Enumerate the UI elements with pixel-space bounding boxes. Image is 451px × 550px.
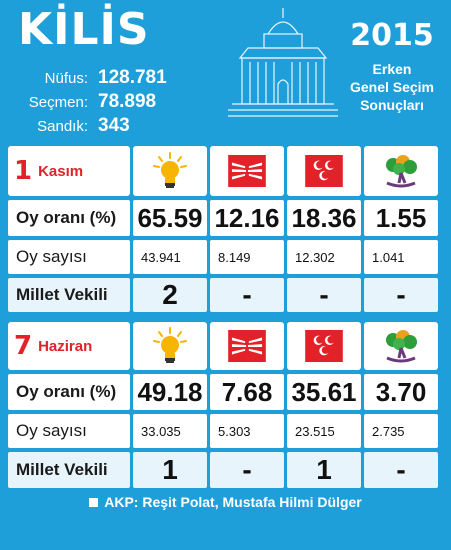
stat-label: Seçmen:	[28, 93, 88, 111]
election-date: 1 Kasım	[8, 146, 130, 196]
mp-chp: -	[210, 278, 284, 312]
party-logo-mhp	[287, 322, 361, 370]
city-title: KİLİS	[18, 4, 150, 55]
vote-share-hdp: 1.55	[364, 200, 438, 236]
vote-count-label: Oy sayısı	[8, 240, 130, 274]
party-logo-row: 1 Kasım	[6, 146, 443, 196]
party-logo-hdp	[364, 322, 438, 370]
vote-count-row: Oy sayısı 43.941 8.149 12.302 1.041	[6, 240, 443, 274]
stat-label: Nüfus:	[44, 69, 88, 87]
mp-row: Millet Vekili 2 - - -	[6, 278, 443, 312]
party-logo-akp	[133, 146, 207, 196]
mp-chp: -	[210, 452, 284, 488]
vote-share-row: Oy oranı (%) 49.18 7.68 35.61 3.70	[6, 374, 443, 410]
vote-share-label: Oy oranı (%)	[8, 200, 130, 236]
vote-share-mhp: 18.36	[287, 200, 361, 236]
vote-count-hdp: 1.041	[364, 240, 438, 274]
chp-six-arrows-icon	[228, 155, 266, 187]
stat-population: Nüfus: 128.781	[10, 66, 210, 90]
mp-row: Millet Vekili 1 - 1 -	[6, 452, 443, 488]
bullet-square-icon	[89, 498, 99, 507]
header: KİLİS Nüfus: 128.781 Seçmen: 78.898 Sand…	[0, 0, 451, 140]
subtitle-line: Genel Seçim	[349, 79, 435, 95]
mhp-three-crescents-icon	[305, 330, 343, 362]
mp-akp: 1	[133, 452, 207, 488]
akp-bulb-icon	[150, 326, 190, 366]
party-logo-row: 7 Haziran	[6, 322, 443, 370]
vote-count-chp: 8.149	[210, 240, 284, 274]
city-stats: Nüfus: 128.781 Seçmen: 78.898 Sandık: 34…	[10, 66, 210, 138]
hdp-tree-icon	[381, 328, 421, 364]
stat-voters: Seçmen: 78.898	[10, 90, 210, 114]
date-month: Haziran	[38, 337, 93, 355]
vote-share-chp: 7.68	[210, 374, 284, 410]
mp-mhp: -	[287, 278, 361, 312]
vote-count-label: Oy sayısı	[8, 414, 130, 448]
vote-share-chp: 12.16	[210, 200, 284, 236]
mp-akp: 2	[133, 278, 207, 312]
vote-share-akp: 65.59	[133, 200, 207, 236]
stat-ballot-boxes: Sandık: 343	[10, 114, 210, 138]
date-day: 7	[14, 331, 33, 361]
subtitle-line: Erken	[372, 61, 412, 77]
stat-label: Sandık:	[37, 117, 88, 135]
election-year: 2015	[350, 18, 434, 53]
footnote-text: AKP: Reşit Polat, Mustafa Hilmi Dülger	[104, 494, 362, 510]
elected-mps-footnote: AKP: Reşit Polat, Mustafa Hilmi Dülger	[0, 494, 451, 510]
mp-hdp: -	[364, 278, 438, 312]
mp-label: Millet Vekili	[8, 278, 130, 312]
vote-count-hdp: 2.735	[364, 414, 438, 448]
vote-count-row: Oy sayısı 33.035 5.303 23.515 2.735	[6, 414, 443, 448]
hdp-tree-icon	[381, 153, 421, 189]
date-day: 1	[14, 156, 33, 186]
vote-share-hdp: 3.70	[364, 374, 438, 410]
vote-share-akp: 49.18	[133, 374, 207, 410]
subtitle-line: Sonuçları	[360, 97, 424, 113]
chp-six-arrows-icon	[228, 330, 266, 362]
party-logo-chp	[210, 146, 284, 196]
mp-hdp: -	[364, 452, 438, 488]
stat-value: 343	[98, 115, 130, 136]
vote-count-mhp: 12.302	[287, 240, 361, 274]
mp-label: Millet Vekili	[8, 452, 130, 488]
election-subtitle: Erken Genel Seçim Sonuçları	[338, 60, 446, 114]
party-logo-hdp	[364, 146, 438, 196]
election-date: 7 Haziran	[8, 322, 130, 370]
akp-bulb-icon	[150, 151, 190, 191]
vote-share-row: Oy oranı (%) 65.59 12.16 18.36 1.55	[6, 200, 443, 236]
party-logo-mhp	[287, 146, 361, 196]
stat-value: 78.898	[98, 91, 157, 112]
vote-count-chp: 5.303	[210, 414, 284, 448]
party-logo-chp	[210, 322, 284, 370]
mp-mhp: 1	[287, 452, 361, 488]
vote-count-akp: 33.035	[133, 414, 207, 448]
parliament-building-icon	[228, 8, 338, 117]
mhp-three-crescents-icon	[305, 155, 343, 187]
vote-count-mhp: 23.515	[287, 414, 361, 448]
stat-value: 128.781	[98, 67, 167, 88]
party-logo-akp	[133, 322, 207, 370]
vote-count-akp: 43.941	[133, 240, 207, 274]
vote-share-label: Oy oranı (%)	[8, 374, 130, 410]
date-month: Kasım	[38, 162, 84, 180]
vote-share-mhp: 35.61	[287, 374, 361, 410]
